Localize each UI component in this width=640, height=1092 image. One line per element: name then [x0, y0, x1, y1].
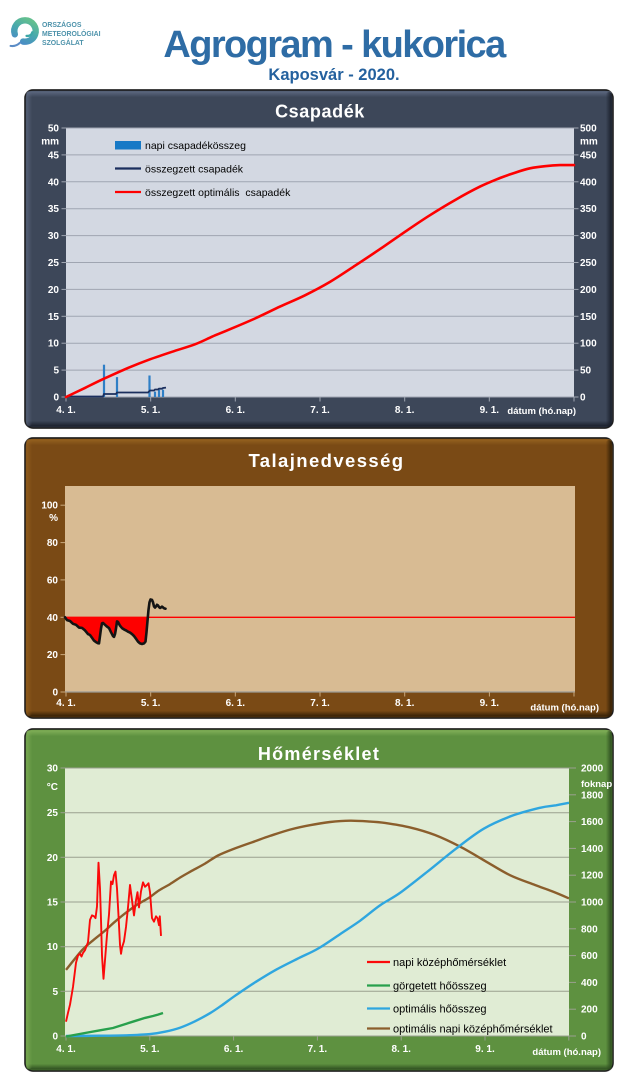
svg-text:0: 0 — [580, 393, 586, 404]
svg-text:80: 80 — [47, 538, 59, 549]
svg-text:Talajnedvesség: Talajnedvesség — [248, 450, 404, 471]
svg-text:foknap: foknap — [581, 779, 612, 790]
svg-text:9. 1.: 9. 1. — [480, 405, 500, 416]
svg-text:0: 0 — [53, 393, 59, 404]
svg-text:4. 1.: 4. 1. — [56, 1044, 76, 1055]
svg-text:20: 20 — [48, 285, 60, 296]
svg-text:összegzett optimális csapadék: összegzett optimális csapadék — [145, 187, 291, 199]
svg-text:0: 0 — [52, 1032, 58, 1043]
svg-text:10: 10 — [48, 339, 60, 350]
svg-text:100: 100 — [580, 339, 597, 350]
svg-text:20: 20 — [47, 853, 59, 864]
svg-text:50: 50 — [48, 124, 60, 135]
svg-text:50: 50 — [580, 366, 592, 377]
svg-text:görgetett hőösszeg: görgetett hőösszeg — [393, 981, 487, 993]
svg-text:0: 0 — [52, 688, 58, 699]
svg-text:15: 15 — [48, 312, 60, 323]
svg-text:800: 800 — [581, 924, 598, 935]
svg-text:450: 450 — [580, 150, 597, 161]
svg-text:2000: 2000 — [581, 764, 604, 775]
svg-text:9. 1.: 9. 1. — [475, 1044, 495, 1055]
svg-text:5. 1.: 5. 1. — [141, 405, 161, 416]
svg-text:8. 1.: 8. 1. — [395, 698, 415, 709]
svg-text:Hőmérséklet: Hőmérséklet — [258, 744, 380, 764]
svg-text:40: 40 — [47, 613, 59, 624]
svg-text:%: % — [49, 513, 58, 524]
svg-text:napi középhőmérséklet: napi középhőmérséklet — [393, 957, 506, 969]
svg-text:Csapadék: Csapadék — [275, 102, 365, 122]
svg-text:400: 400 — [581, 978, 598, 989]
svg-text:30: 30 — [47, 764, 59, 775]
svg-text:1000: 1000 — [581, 898, 604, 909]
svg-text:400: 400 — [580, 177, 597, 188]
svg-text:25: 25 — [47, 808, 59, 819]
svg-text:250: 250 — [580, 258, 597, 269]
svg-text:0: 0 — [581, 1032, 587, 1043]
svg-text:500: 500 — [580, 124, 597, 135]
svg-text:mm: mm — [41, 137, 59, 148]
svg-text:dátum (hó.nap): dátum (hó.nap) — [532, 1047, 601, 1058]
svg-text:ORSZÁGOS: ORSZÁGOS — [42, 20, 82, 29]
svg-text:40: 40 — [48, 177, 60, 188]
svg-text:10: 10 — [47, 942, 59, 953]
svg-text:6. 1.: 6. 1. — [224, 1044, 244, 1055]
svg-text:1800: 1800 — [581, 790, 604, 801]
svg-text:200: 200 — [580, 285, 597, 296]
svg-text:20: 20 — [47, 650, 59, 661]
svg-text:60: 60 — [47, 575, 59, 586]
svg-text:4. 1.: 4. 1. — [56, 698, 76, 709]
svg-text:300: 300 — [580, 231, 597, 242]
svg-text:30: 30 — [48, 231, 60, 242]
svg-text:7. 1.: 7. 1. — [308, 1044, 328, 1055]
svg-text:mm: mm — [580, 137, 598, 148]
svg-text:5: 5 — [52, 987, 58, 998]
svg-text:100: 100 — [41, 501, 58, 512]
svg-text:150: 150 — [580, 312, 597, 323]
svg-text:350: 350 — [580, 204, 597, 215]
svg-text:összegzett csapadék: összegzett csapadék — [145, 164, 244, 176]
svg-text:7. 1.: 7. 1. — [310, 405, 330, 416]
svg-text:METEOROLÓGIAI: METEOROLÓGIAI — [42, 29, 101, 38]
svg-text:7. 1.: 7. 1. — [310, 698, 330, 709]
svg-text:4. 1.: 4. 1. — [56, 405, 76, 416]
svg-text:dátum (hó.nap): dátum (hó.nap) — [530, 703, 599, 714]
svg-text:optimális hőösszeg: optimális hőösszeg — [393, 1004, 487, 1016]
svg-text:8. 1.: 8. 1. — [391, 1044, 411, 1055]
svg-text:SZOLGÁLAT: SZOLGÁLAT — [42, 38, 84, 47]
svg-text:600: 600 — [581, 951, 598, 962]
svg-text:200: 200 — [581, 1005, 598, 1016]
svg-text:optimális napi középhőmérsékle: optimális napi középhőmérséklet — [393, 1024, 553, 1036]
svg-text:5. 1.: 5. 1. — [140, 1044, 160, 1055]
svg-text:5. 1.: 5. 1. — [141, 698, 161, 709]
svg-text:25: 25 — [48, 258, 60, 269]
svg-text:1400: 1400 — [581, 844, 604, 855]
svg-text:15: 15 — [47, 898, 59, 909]
svg-text:6. 1.: 6. 1. — [226, 405, 246, 416]
svg-text:9. 1.: 9. 1. — [480, 698, 500, 709]
svg-text:napi csapadékösszeg: napi csapadékösszeg — [145, 140, 246, 152]
svg-text:6. 1.: 6. 1. — [226, 698, 246, 709]
svg-text:°C: °C — [47, 782, 58, 793]
svg-text:8. 1.: 8. 1. — [395, 405, 415, 416]
svg-text:5: 5 — [53, 366, 59, 377]
svg-text:45: 45 — [48, 150, 60, 161]
svg-text:1600: 1600 — [581, 817, 604, 828]
svg-text:35: 35 — [48, 204, 60, 215]
svg-text:1200: 1200 — [581, 871, 604, 882]
svg-text:dátum (hó.nap): dátum (hó.nap) — [507, 406, 576, 417]
